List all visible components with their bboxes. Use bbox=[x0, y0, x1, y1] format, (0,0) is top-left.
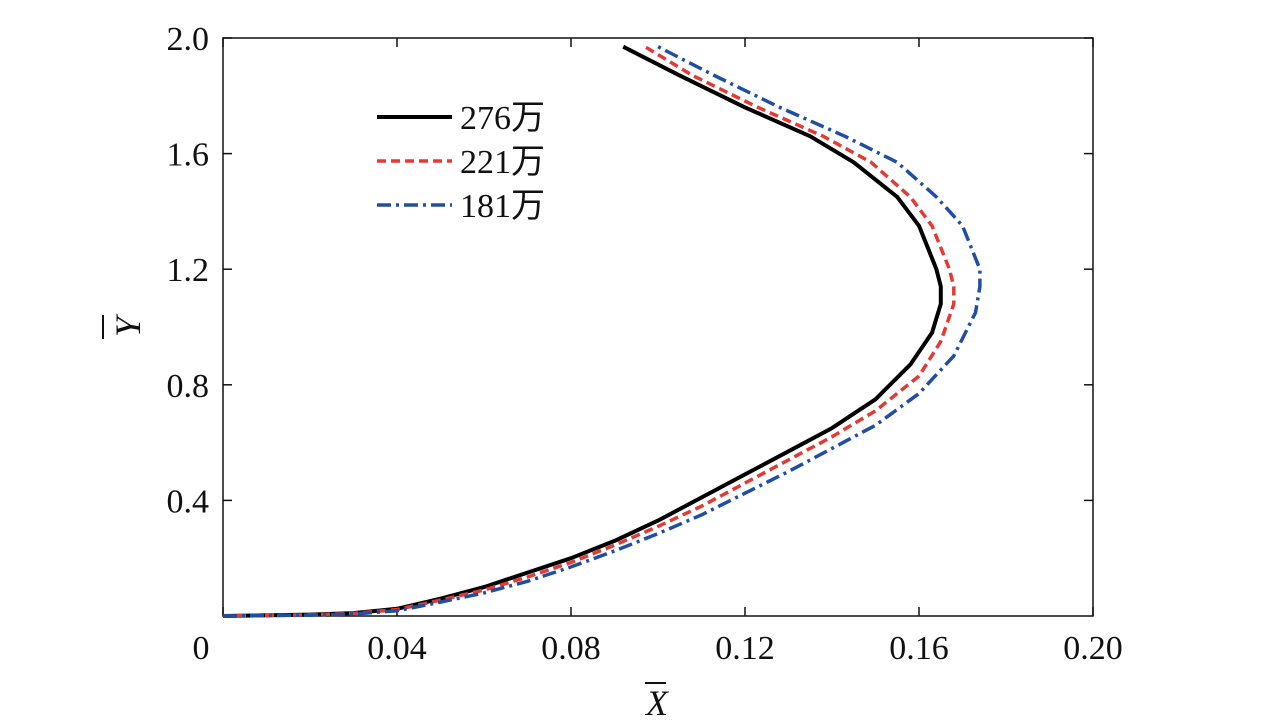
series-line-2 bbox=[222, 45, 956, 618]
x-axis-title: X bbox=[644, 682, 670, 723]
y-axis-title-text: Y bbox=[108, 313, 148, 337]
x-tick-label: 0.04 bbox=[367, 630, 427, 667]
y-tick-label: 0.8 bbox=[167, 368, 210, 405]
x-tick-label: 0.12 bbox=[715, 630, 775, 667]
y-tick-label: 1.2 bbox=[167, 252, 210, 289]
series-line-1 bbox=[222, 44, 943, 618]
series-lines bbox=[222, 44, 982, 618]
legend-label-3: 181万 bbox=[460, 188, 545, 225]
legend: 276万 221万 181万 bbox=[377, 100, 545, 225]
ticks bbox=[222, 37, 1094, 616]
legend-label-1: 276万 bbox=[460, 100, 545, 137]
y-tick-label: 1.6 bbox=[167, 137, 210, 174]
legend-label-2: 221万 bbox=[460, 144, 545, 181]
x-tick-label: 0 bbox=[193, 630, 210, 667]
x-tick-label: 0.20 bbox=[1063, 630, 1123, 667]
x-tick-label: 0.08 bbox=[541, 630, 601, 667]
y-tick-label: 2.0 bbox=[167, 21, 210, 58]
plot-frame bbox=[222, 37, 1094, 617]
tick-labels: 0 0.04 0.08 0.12 0.16 0.20 0.4 0.8 1.2 1.6 2.0 bbox=[167, 21, 1123, 667]
x-axis-title-text: X bbox=[644, 683, 670, 723]
x-tick-label: 0.16 bbox=[889, 630, 949, 667]
y-axis-title: Y bbox=[102, 313, 148, 339]
series-line-3 bbox=[222, 45, 982, 618]
y-tick-label: 0.4 bbox=[167, 483, 210, 520]
